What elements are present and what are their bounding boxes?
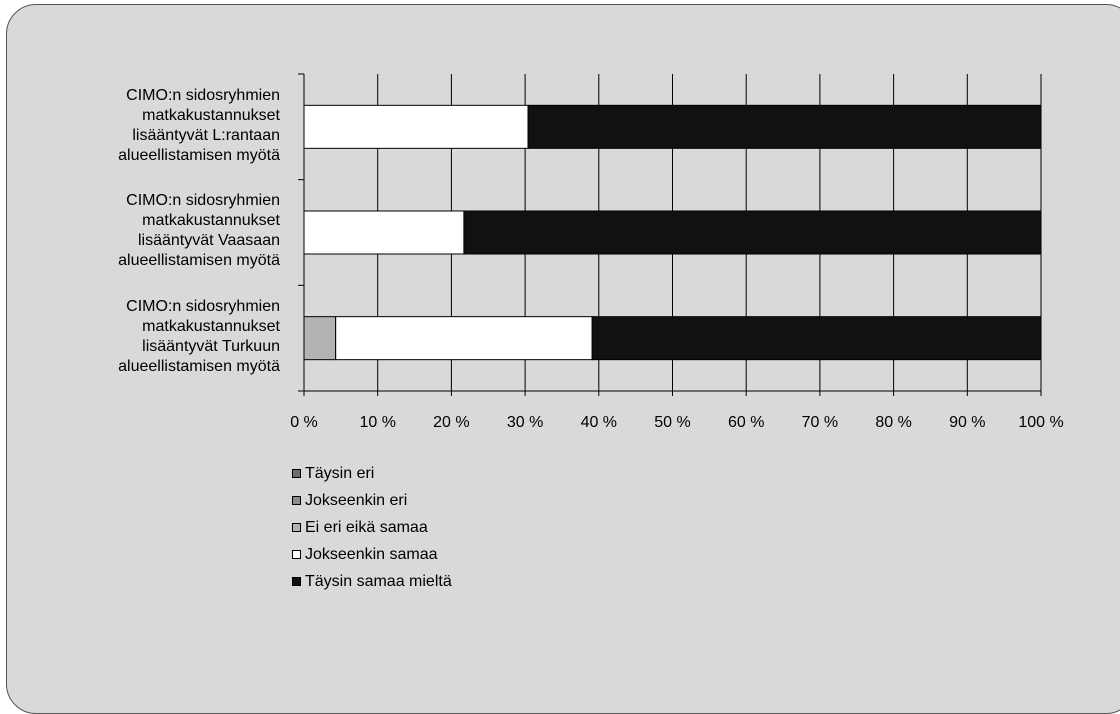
legend-label: Täysin eri [305, 464, 375, 482]
bar-segment-täysin-samaa-mieltä [591, 316, 1042, 361]
legend-label: Jokseenkin samaa [305, 545, 438, 563]
legend-label: Täysin samaa mieltä [305, 572, 452, 590]
bar-segment-täysin-samaa-mieltä [463, 210, 1042, 255]
x-tick-label: 0 % [290, 414, 318, 431]
bar-segment-jokseenkin-samaa [303, 104, 529, 149]
legend-label: Jokseenkin eri [305, 491, 408, 509]
x-tick-label: 90 % [949, 414, 985, 431]
legend-item-taysin-eri: Täysin eri [292, 460, 452, 487]
bars [303, 104, 1042, 361]
legend: Täysin eri Jokseenkin eri Ei eri eikä sa… [292, 460, 452, 595]
bar-segment-jokseenkin-samaa [335, 316, 593, 361]
x-tick-label: 20 % [433, 414, 469, 431]
legend-swatch [292, 469, 301, 478]
legend-swatch [292, 496, 301, 505]
legend-item-jokseenkin-samaa: Jokseenkin samaa [292, 541, 452, 568]
x-tick-label: 10 % [359, 414, 395, 431]
bar-segment-ei-eri-eikä-samaa [303, 316, 337, 361]
category-label-lappeenranta: CIMO:n sidosryhmien matkakustannukset li… [118, 87, 280, 164]
x-tick-label: 40 % [581, 414, 617, 431]
axes [298, 73, 1042, 396]
x-tick-label: 60 % [728, 414, 764, 431]
category-label-turku: CIMO:n sidosryhmien matkakustannukset li… [118, 298, 280, 375]
bar-segment-täysin-samaa-mieltä [527, 104, 1042, 149]
x-tick-label: 70 % [802, 414, 838, 431]
legend-label: Ei eri eikä samaa [305, 518, 428, 536]
legend-swatch [292, 523, 301, 532]
x-tick-label: 30 % [507, 414, 543, 431]
legend-item-ei-eri-eika-samaa: Ei eri eikä samaa [292, 514, 452, 541]
category-label-vaasa: CIMO:n sidosryhmien matkakustannukset li… [118, 192, 280, 269]
x-tick-label: 100 % [1018, 414, 1063, 431]
x-tick-label: 80 % [875, 414, 911, 431]
legend-item-taysin-samaa-mielta: Täysin samaa mieltä [292, 568, 452, 595]
bar-chart: 0 % 10 % 20 % 30 % 40 % 50 % 60 % 70 % 80 % 90 % 1… [290, 73, 1064, 431]
legend-item-jokseenkin-eri: Jokseenkin eri [292, 487, 452, 514]
x-tick-labels: 0 % 10 % 20 % 30 % 40 % 50 % 60 % 70 % 80 % 90 % 1… [290, 414, 1063, 431]
x-tick-label: 50 % [654, 414, 690, 431]
legend-swatch [292, 550, 301, 559]
bar-segment-jokseenkin-samaa [303, 210, 465, 255]
legend-swatch [292, 577, 301, 586]
